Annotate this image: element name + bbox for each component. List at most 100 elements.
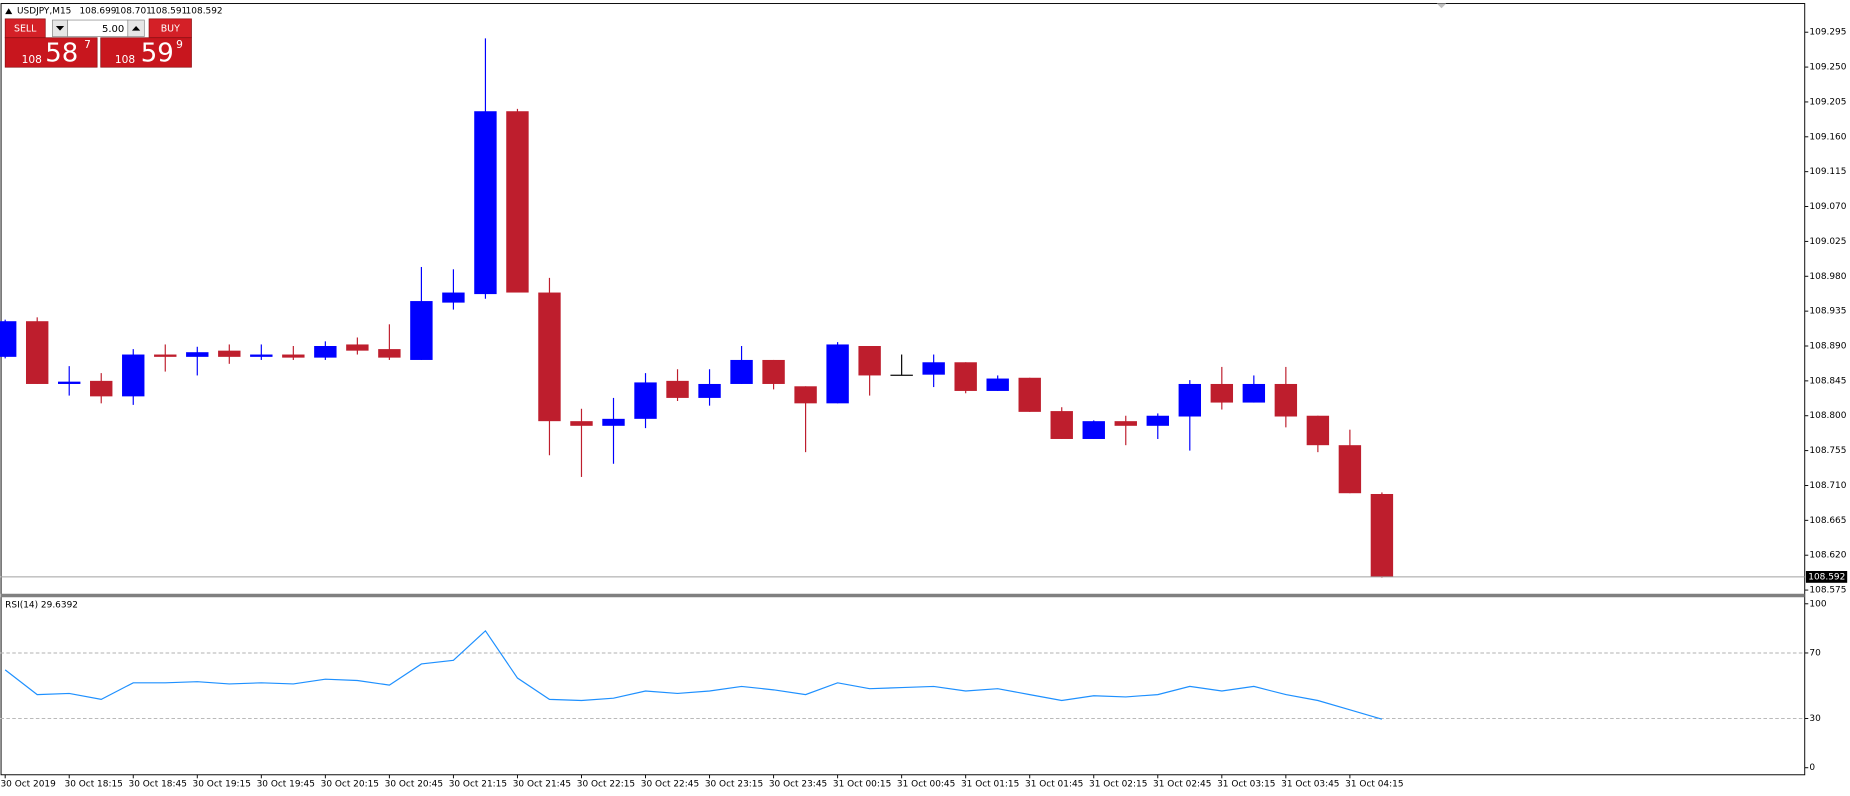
sell-price-box[interactable] xyxy=(4,37,98,68)
x-tick-label: 31 Oct 02:15 xyxy=(1089,780,1147,790)
x-tick-label: 31 Oct 00:15 xyxy=(833,780,891,790)
y-tick-label: 108.665 xyxy=(1809,516,1846,526)
candle-body xyxy=(890,374,913,376)
y-tick-label: 108.845 xyxy=(1809,376,1846,386)
x-tick-label: 31 Oct 00:45 xyxy=(897,780,955,790)
x-tick-label: 30 Oct 20:45 xyxy=(385,780,443,790)
y-tick-label: 100 xyxy=(1809,599,1826,609)
candle-body xyxy=(474,111,497,295)
x-tick-label: 31 Oct 03:45 xyxy=(1281,780,1339,790)
candle-body xyxy=(1370,493,1394,577)
y-tick-label: 108.980 xyxy=(1809,272,1846,282)
candle-body xyxy=(186,352,209,357)
candle-body xyxy=(922,362,945,375)
candle-body xyxy=(1338,445,1362,494)
y-tick-label: 109.115 xyxy=(1809,167,1846,177)
shift-marker xyxy=(1436,3,1447,9)
candle-body xyxy=(442,292,465,303)
sell-price-big: 108 xyxy=(22,53,43,66)
candle-body xyxy=(538,292,561,422)
x-tick-label: 30 Oct 19:15 xyxy=(193,780,251,790)
x-tick-label: 30 Oct 20:15 xyxy=(321,780,379,790)
lot-up-arrow xyxy=(131,25,141,31)
y-tick-label: 30 xyxy=(1809,714,1821,724)
y-tick-label: 109.070 xyxy=(1809,202,1846,212)
symbol-label: USDJPY,M15 xyxy=(17,7,71,17)
candle-body xyxy=(122,354,145,397)
sell-price-pip: 7 xyxy=(84,38,91,51)
candle-body xyxy=(506,111,529,293)
x-tick-label: 31 Oct 04:15 xyxy=(1345,780,1403,790)
candle-body xyxy=(858,346,881,376)
header-arrow xyxy=(5,8,13,15)
x-tick-label: 30 Oct 2019 xyxy=(0,780,56,790)
rsi-line xyxy=(4,629,1383,720)
sell-label[interactable]: SELL xyxy=(14,23,37,34)
candle-body xyxy=(602,418,625,426)
candle-body xyxy=(378,349,401,358)
candle-body xyxy=(1210,383,1234,403)
header-value: 108.591 xyxy=(150,7,187,17)
candle-body xyxy=(250,354,273,357)
candle-body xyxy=(954,362,977,391)
lot-down-arrow xyxy=(55,25,65,31)
candle-body xyxy=(1114,421,1137,426)
candle-body xyxy=(58,381,81,384)
x-tick-label: 30 Oct 18:15 xyxy=(64,780,122,790)
candle-body xyxy=(1242,383,1266,403)
x-tick-label: 31 Oct 02:45 xyxy=(1153,780,1211,790)
candle-body xyxy=(1306,415,1330,446)
x-tick-label: 30 Oct 18:45 xyxy=(129,780,187,790)
y-tick-label: 108.620 xyxy=(1809,551,1846,561)
x-tick-label: 30 Oct 22:15 xyxy=(577,780,635,790)
candle-body xyxy=(1018,377,1041,412)
x-tick-label: 30 Oct 22:45 xyxy=(641,780,699,790)
candle-body xyxy=(410,301,433,360)
lot-value[interactable]: 5.00 xyxy=(102,24,124,35)
rsi-label: RSI(14) 29.6392 xyxy=(5,600,78,610)
y-tick-label: 109.250 xyxy=(1809,63,1846,73)
y-tick-label: 109.295 xyxy=(1809,28,1846,38)
header-value: 108.699 xyxy=(79,7,116,17)
candle-body xyxy=(346,344,369,351)
candle-body xyxy=(634,382,657,419)
candle-body xyxy=(698,383,721,398)
y-tick-label: 108.800 xyxy=(1809,411,1846,421)
buy-price-big: 108 xyxy=(115,53,136,66)
header-value: 108.592 xyxy=(186,7,223,17)
candle-body xyxy=(1178,383,1202,417)
y-tick-label: 109.160 xyxy=(1809,132,1846,142)
y-tick-label: 109.025 xyxy=(1809,237,1846,247)
y-tick-label: 108.935 xyxy=(1809,307,1846,317)
buy-price-pip: 9 xyxy=(176,38,183,51)
candle-body xyxy=(730,359,753,384)
current-price-box xyxy=(1805,571,1848,583)
y-tick-label: 70 xyxy=(1809,648,1821,658)
y-tick-label: 109.205 xyxy=(1809,97,1846,107)
x-tick-label: 30 Oct 23:15 xyxy=(705,780,763,790)
candle-body xyxy=(570,421,593,426)
buy-label[interactable]: BUY xyxy=(161,23,180,34)
candle-body xyxy=(90,380,113,397)
x-tick-label: 30 Oct 19:45 xyxy=(257,780,315,790)
x-tick-label: 31 Oct 01:15 xyxy=(961,780,1019,790)
candle-body xyxy=(154,354,177,357)
current-price-label: 108.592 xyxy=(1808,572,1845,582)
y-tick-label: 108.710 xyxy=(1809,481,1846,491)
candle-body xyxy=(1050,411,1073,439)
x-tick-label: 30 Oct 21:45 xyxy=(513,780,571,790)
candle-body xyxy=(314,346,337,358)
candle-body xyxy=(794,386,817,404)
y-tick-label: 108.890 xyxy=(1809,342,1846,352)
buy-price-box[interactable] xyxy=(100,37,192,68)
y-tick-label: 108.755 xyxy=(1809,446,1846,456)
header-value: 108.701 xyxy=(115,7,152,17)
candle-body xyxy=(1146,415,1169,426)
candle-body xyxy=(986,378,1009,391)
candle-body xyxy=(762,359,785,384)
y-tick-label: 108.575 xyxy=(1809,586,1846,596)
x-tick-label: 30 Oct 23:45 xyxy=(769,780,827,790)
candle-body xyxy=(25,321,49,384)
